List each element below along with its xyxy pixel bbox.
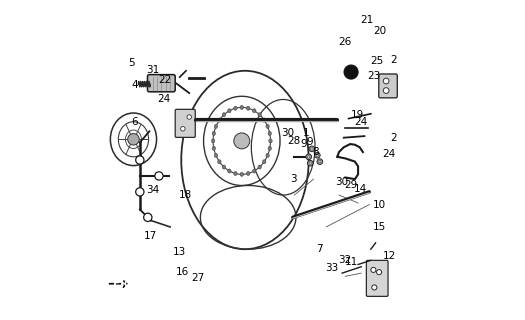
Circle shape: [181, 126, 185, 131]
Text: 21: 21: [360, 15, 374, 25]
Ellipse shape: [228, 109, 231, 113]
Circle shape: [187, 115, 192, 119]
Ellipse shape: [212, 132, 216, 135]
Text: 6: 6: [131, 117, 138, 127]
Ellipse shape: [222, 113, 226, 117]
Text: 7: 7: [316, 244, 322, 254]
Circle shape: [371, 268, 376, 272]
Ellipse shape: [268, 132, 271, 135]
Text: 1: 1: [303, 128, 310, 138]
Circle shape: [319, 160, 321, 163]
Text: 34: 34: [146, 185, 159, 195]
Ellipse shape: [262, 118, 266, 122]
Ellipse shape: [266, 153, 269, 157]
Ellipse shape: [222, 165, 226, 169]
Circle shape: [144, 213, 152, 221]
Circle shape: [309, 146, 315, 152]
Circle shape: [316, 154, 319, 156]
Text: 18: 18: [179, 190, 192, 200]
Circle shape: [383, 78, 389, 84]
Circle shape: [383, 88, 389, 93]
Text: 9: 9: [301, 139, 307, 149]
Text: 16: 16: [175, 267, 189, 276]
Text: FR.: FR.: [113, 279, 132, 289]
Ellipse shape: [240, 105, 244, 109]
Text: 24: 24: [383, 148, 396, 159]
Text: 17: 17: [144, 231, 157, 242]
Text: 26: 26: [338, 37, 351, 47]
Ellipse shape: [262, 160, 266, 164]
Circle shape: [234, 133, 250, 149]
Text: 25: 25: [370, 56, 383, 66]
Text: 29: 29: [344, 180, 358, 190]
Text: 23: 23: [367, 71, 380, 81]
FancyBboxPatch shape: [366, 260, 388, 296]
Text: 12: 12: [383, 251, 396, 260]
Ellipse shape: [253, 169, 256, 173]
Text: 13: 13: [172, 247, 186, 257]
Ellipse shape: [218, 118, 221, 122]
Ellipse shape: [246, 172, 250, 176]
Ellipse shape: [212, 139, 215, 143]
Text: 20: 20: [373, 26, 386, 36]
Text: 28: 28: [287, 136, 300, 146]
FancyBboxPatch shape: [148, 75, 175, 92]
Ellipse shape: [240, 172, 244, 176]
Circle shape: [311, 148, 313, 150]
Circle shape: [135, 156, 144, 164]
Text: 24: 24: [354, 117, 368, 127]
Circle shape: [309, 162, 311, 164]
Circle shape: [308, 160, 313, 166]
Circle shape: [135, 188, 144, 196]
Circle shape: [128, 133, 139, 145]
Text: 24: 24: [157, 94, 170, 104]
Ellipse shape: [258, 165, 261, 169]
Ellipse shape: [214, 124, 218, 128]
Text: 30: 30: [281, 128, 294, 138]
Text: 31: 31: [146, 65, 159, 75]
FancyBboxPatch shape: [379, 74, 397, 98]
Text: 27: 27: [192, 273, 205, 283]
Text: 22: 22: [159, 75, 172, 85]
Ellipse shape: [268, 146, 271, 150]
Text: 4: 4: [131, 80, 138, 90]
Ellipse shape: [214, 153, 218, 157]
Circle shape: [372, 285, 377, 290]
FancyBboxPatch shape: [175, 109, 195, 137]
Circle shape: [155, 172, 163, 180]
Ellipse shape: [234, 172, 237, 176]
Circle shape: [344, 65, 358, 79]
Text: 30: 30: [335, 177, 348, 187]
Text: 9: 9: [307, 138, 313, 148]
Ellipse shape: [258, 113, 261, 117]
Ellipse shape: [212, 146, 216, 150]
Text: 33: 33: [326, 263, 339, 273]
Ellipse shape: [228, 169, 231, 173]
Circle shape: [306, 154, 311, 160]
Ellipse shape: [266, 124, 269, 128]
Ellipse shape: [253, 109, 256, 113]
Circle shape: [314, 152, 320, 158]
Text: 11: 11: [344, 257, 358, 267]
Text: 2: 2: [390, 55, 396, 65]
Ellipse shape: [246, 106, 250, 110]
Text: 2: 2: [390, 133, 396, 143]
Ellipse shape: [234, 106, 237, 110]
Ellipse shape: [218, 160, 221, 164]
Polygon shape: [109, 280, 127, 287]
Text: 3: 3: [290, 174, 297, 184]
Text: 19: 19: [351, 110, 364, 120]
Text: 8: 8: [313, 147, 319, 157]
Ellipse shape: [269, 139, 272, 143]
Text: 15: 15: [373, 222, 386, 232]
Text: 5: 5: [128, 58, 134, 68]
Circle shape: [317, 159, 323, 164]
Text: 14: 14: [354, 184, 368, 194]
Circle shape: [308, 156, 310, 158]
Text: 32: 32: [338, 255, 351, 265]
Text: 10: 10: [373, 200, 386, 210]
Circle shape: [376, 270, 382, 275]
